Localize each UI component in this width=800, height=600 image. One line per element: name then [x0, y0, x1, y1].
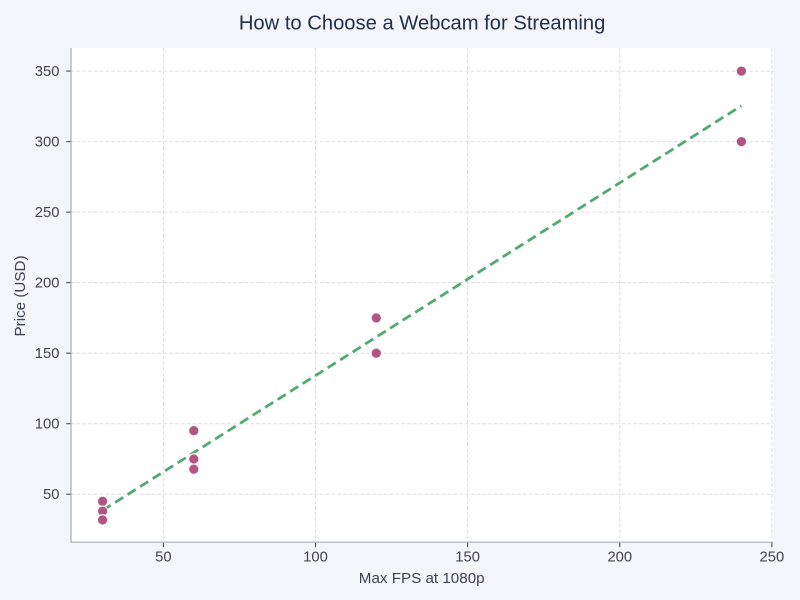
svg-text:100: 100	[35, 417, 60, 433]
svg-text:350: 350	[35, 64, 60, 80]
svg-text:150: 150	[455, 550, 480, 566]
svg-text:250: 250	[35, 205, 60, 221]
svg-text:250: 250	[760, 550, 785, 566]
svg-text:How to Choose a Webcam for Str: How to Choose a Webcam for Streaming	[239, 13, 606, 35]
svg-text:300: 300	[35, 135, 60, 151]
svg-text:100: 100	[303, 550, 328, 566]
svg-text:200: 200	[607, 550, 632, 566]
svg-text:Price (USD): Price (USD)	[12, 255, 29, 336]
svg-text:Max FPS at 1080p: Max FPS at 1080p	[359, 570, 485, 587]
svg-text:200: 200	[35, 276, 60, 292]
svg-text:150: 150	[35, 346, 60, 362]
svg-text:50: 50	[43, 487, 59, 503]
svg-text:50: 50	[155, 550, 171, 566]
